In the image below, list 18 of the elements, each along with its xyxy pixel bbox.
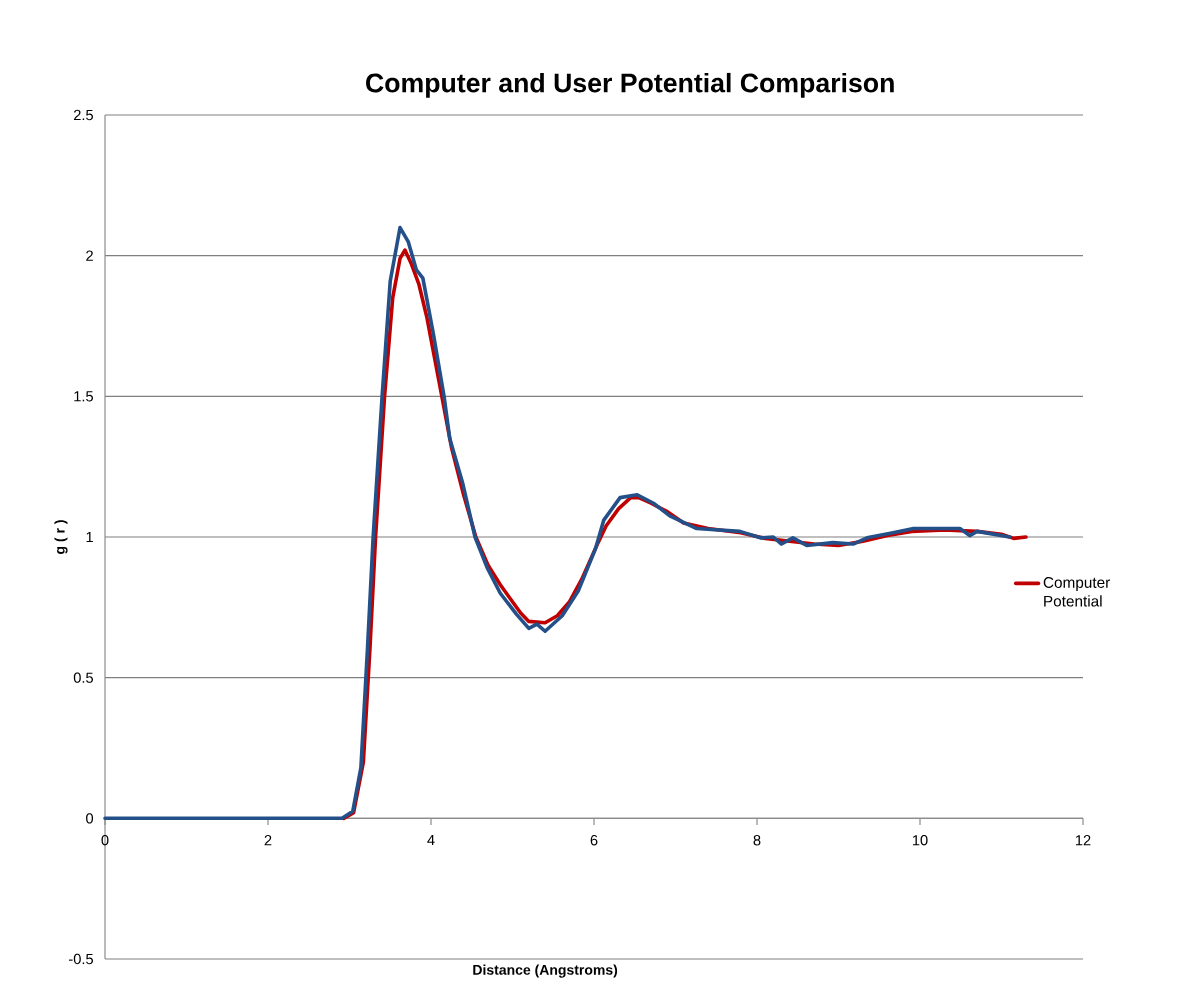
y-tick-label: 2.5 [73, 109, 93, 121]
y-tick-label: 1.5 [74, 391, 93, 402]
y-tick-label: 0 [86, 813, 94, 824]
y-axis-title: g ( r ) [54, 520, 68, 554]
x-tick-label: 4 [427, 835, 435, 846]
chart-title: Computer and User Potential Comparison [366, 72, 894, 98]
y-tick-label: 2 [86, 250, 93, 261]
y-tick-label: 1 [86, 531, 93, 543]
x-tick-label: 6 [590, 835, 598, 846]
legend-label: Computer Potential [1043, 577, 1111, 607]
x-tick-label: 10 [912, 835, 928, 846]
x-tick-label: 12 [1075, 835, 1091, 846]
x-tick-label: 8 [753, 835, 761, 846]
x-tick-label: 0 [101, 835, 109, 846]
x-tick-label: 2 [264, 835, 272, 846]
x-axis-title: Distance (Angstroms) [473, 964, 618, 978]
y-tick-label: 0.5 [73, 672, 93, 683]
y-tick-label: -0.5 [69, 953, 93, 965]
